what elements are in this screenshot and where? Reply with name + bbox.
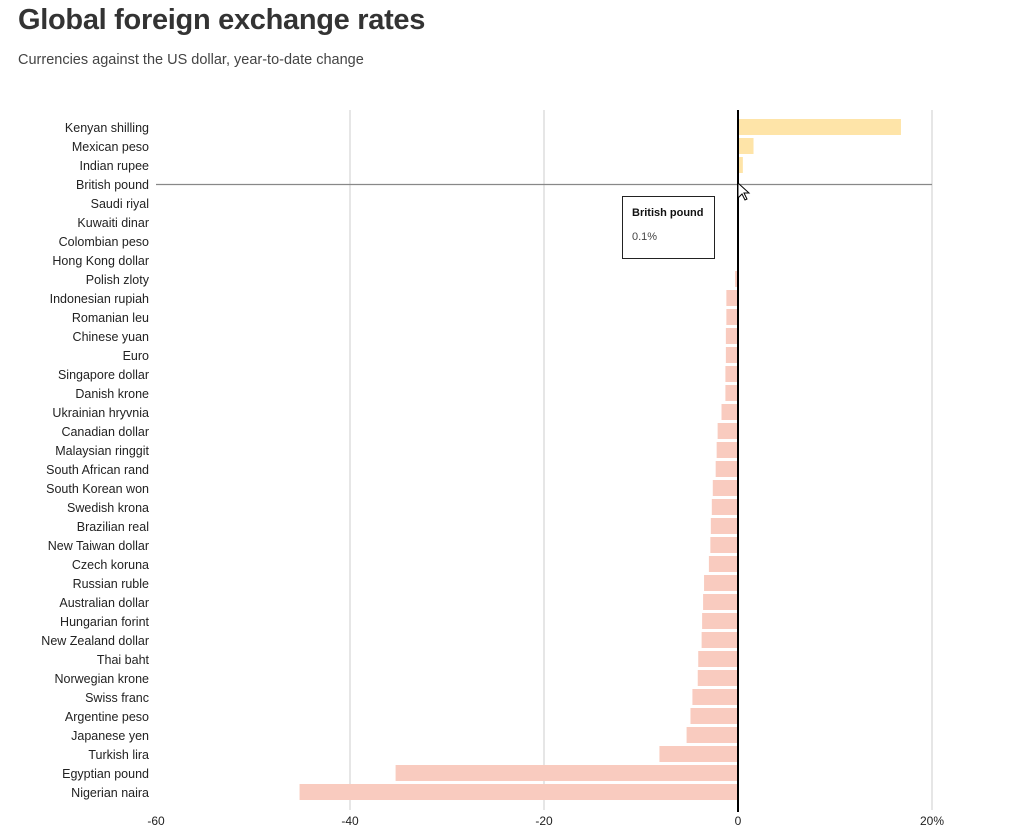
category-label: Indonesian rupiah [50,292,149,306]
category-label: Indian rupee [79,159,149,173]
tooltip-label: British pound [632,207,704,219]
bar [704,575,738,591]
bar [725,366,738,382]
bar [701,632,738,648]
category-label: Argentine peso [65,710,149,724]
category-label: Egyptian pound [62,767,149,781]
bar [716,442,738,458]
category-label: Japanese yen [71,729,149,743]
bar [726,309,738,325]
chart-title: Global foreign exchange rates [18,4,426,36]
bar [725,385,738,401]
bar [697,670,738,686]
category-label: Australian dollar [59,596,149,610]
category-label: Chinese yuan [73,330,149,344]
bar [692,689,738,705]
category-label: New Taiwan dollar [48,539,149,553]
bar [712,480,738,496]
category-label: Brazilian real [77,520,149,534]
category-label: Ukrainian hryvnia [52,406,149,420]
category-label: Mexican peso [72,140,149,154]
bar [710,518,738,534]
bar [711,499,738,515]
category-label: South Korean won [46,482,149,496]
bar [659,746,738,762]
category-label: Singapore dollar [58,368,149,382]
category-label: Russian ruble [73,577,149,591]
category-label: Turkish lira [88,748,149,762]
category-label: Norwegian krone [55,672,150,686]
category-label: Hong Kong dollar [52,254,149,268]
category-label: South African rand [46,463,149,477]
bar [735,271,738,287]
category-label: Kenyan shilling [65,121,149,135]
bar [725,347,738,363]
chart-subtitle: Currencies against the US dollar, year-t… [18,52,364,68]
category-label: Nigerian naira [71,786,149,800]
bar [708,556,738,572]
bar [721,404,738,420]
category-label: Kuwaiti dinar [77,216,149,230]
category-label: Czech koruna [72,558,149,572]
mouse-cursor-icon [737,181,751,201]
bar [710,537,738,553]
category-label: Euro [123,349,149,363]
bar [738,157,743,173]
category-label: Colombian peso [59,235,149,249]
bar [725,328,738,344]
category-label: Romanian leu [72,311,149,325]
bar [738,138,754,154]
category-label: Canadian dollar [61,425,149,439]
category-label: Polish zloty [86,273,150,287]
category-label: New Zealand dollar [41,634,149,648]
bar [717,423,738,439]
category-label: Malaysian ringgit [55,444,149,458]
x-tick-label: -40 [341,814,359,828]
tooltip: British pound 0.1% [622,196,715,259]
bar [702,613,738,629]
category-label: Swiss franc [85,691,149,705]
x-tick-label: 0 [735,814,742,828]
category-label: British pound [76,178,149,192]
bar [698,651,738,667]
category-label: Danish krone [75,387,149,401]
tooltip-value: 0.1% [632,231,658,243]
x-tick-label: 20% [920,814,944,828]
x-tick-label: -60 [147,814,165,828]
category-label: Saudi riyal [91,197,149,211]
bar [690,708,738,724]
bar [715,461,738,477]
bar [726,290,738,306]
x-tick-label: -20 [535,814,553,828]
category-label: Thai baht [97,653,150,667]
bar [395,765,738,781]
bar [299,784,738,800]
bar [686,727,738,743]
bar [703,594,738,610]
bar [738,119,901,135]
category-label: Hungarian forint [60,615,149,629]
category-label: Swedish krona [67,501,149,515]
